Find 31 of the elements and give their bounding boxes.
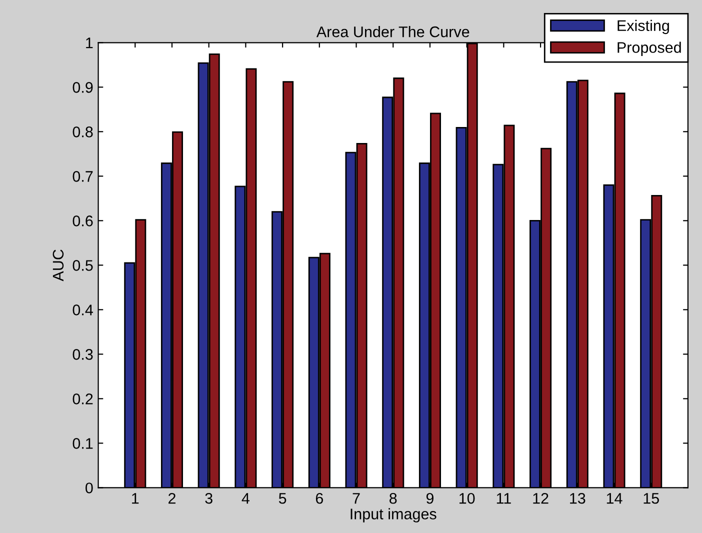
y-tick-label: 0 [86, 482, 93, 494]
x-tick-label: 12 [533, 492, 548, 504]
x-tick-label: 13 [570, 492, 586, 504]
y-tick-label: 0.6 [72, 216, 93, 226]
y-tick-label: 0.3 [72, 349, 93, 360]
x-tick-label: 4 [242, 493, 250, 504]
x-axis-title: Input images [350, 508, 436, 522]
legend-label: Proposed [618, 42, 681, 56]
y-axis-title: AUC [52, 250, 64, 282]
x-tick-label: 5 [278, 493, 286, 504]
x-tick-label: 11 [496, 493, 511, 504]
x-tick-label: 8 [390, 492, 397, 504]
y-tick-label: 1 [86, 38, 93, 48]
x-tick-label: 1 [132, 493, 139, 504]
legend-label: Existing [618, 20, 669, 34]
x-tick-label: 10 [460, 492, 475, 504]
y-tick-label: 0.8 [72, 126, 93, 138]
y-tick-label: 0.2 [72, 394, 93, 404]
chart-title: Area Under The Curve [316, 26, 470, 38]
y-tick-label: 0.5 [72, 260, 93, 271]
x-tick-label: 2 [168, 492, 176, 504]
x-tick-label: 14 [606, 493, 622, 504]
y-tick-label: 0.9 [72, 82, 93, 93]
y-tick-label: 0.1 [72, 438, 93, 449]
x-tick-label: 7 [352, 493, 360, 504]
x-tick-label: 9 [426, 492, 434, 504]
x-tick-label: 15 [644, 493, 659, 504]
y-tick-label: 0.7 [72, 171, 93, 182]
x-tick-label: 6 [316, 492, 323, 504]
y-tick-label: 0.4 [72, 304, 93, 316]
x-tick-label: 3 [205, 492, 212, 504]
